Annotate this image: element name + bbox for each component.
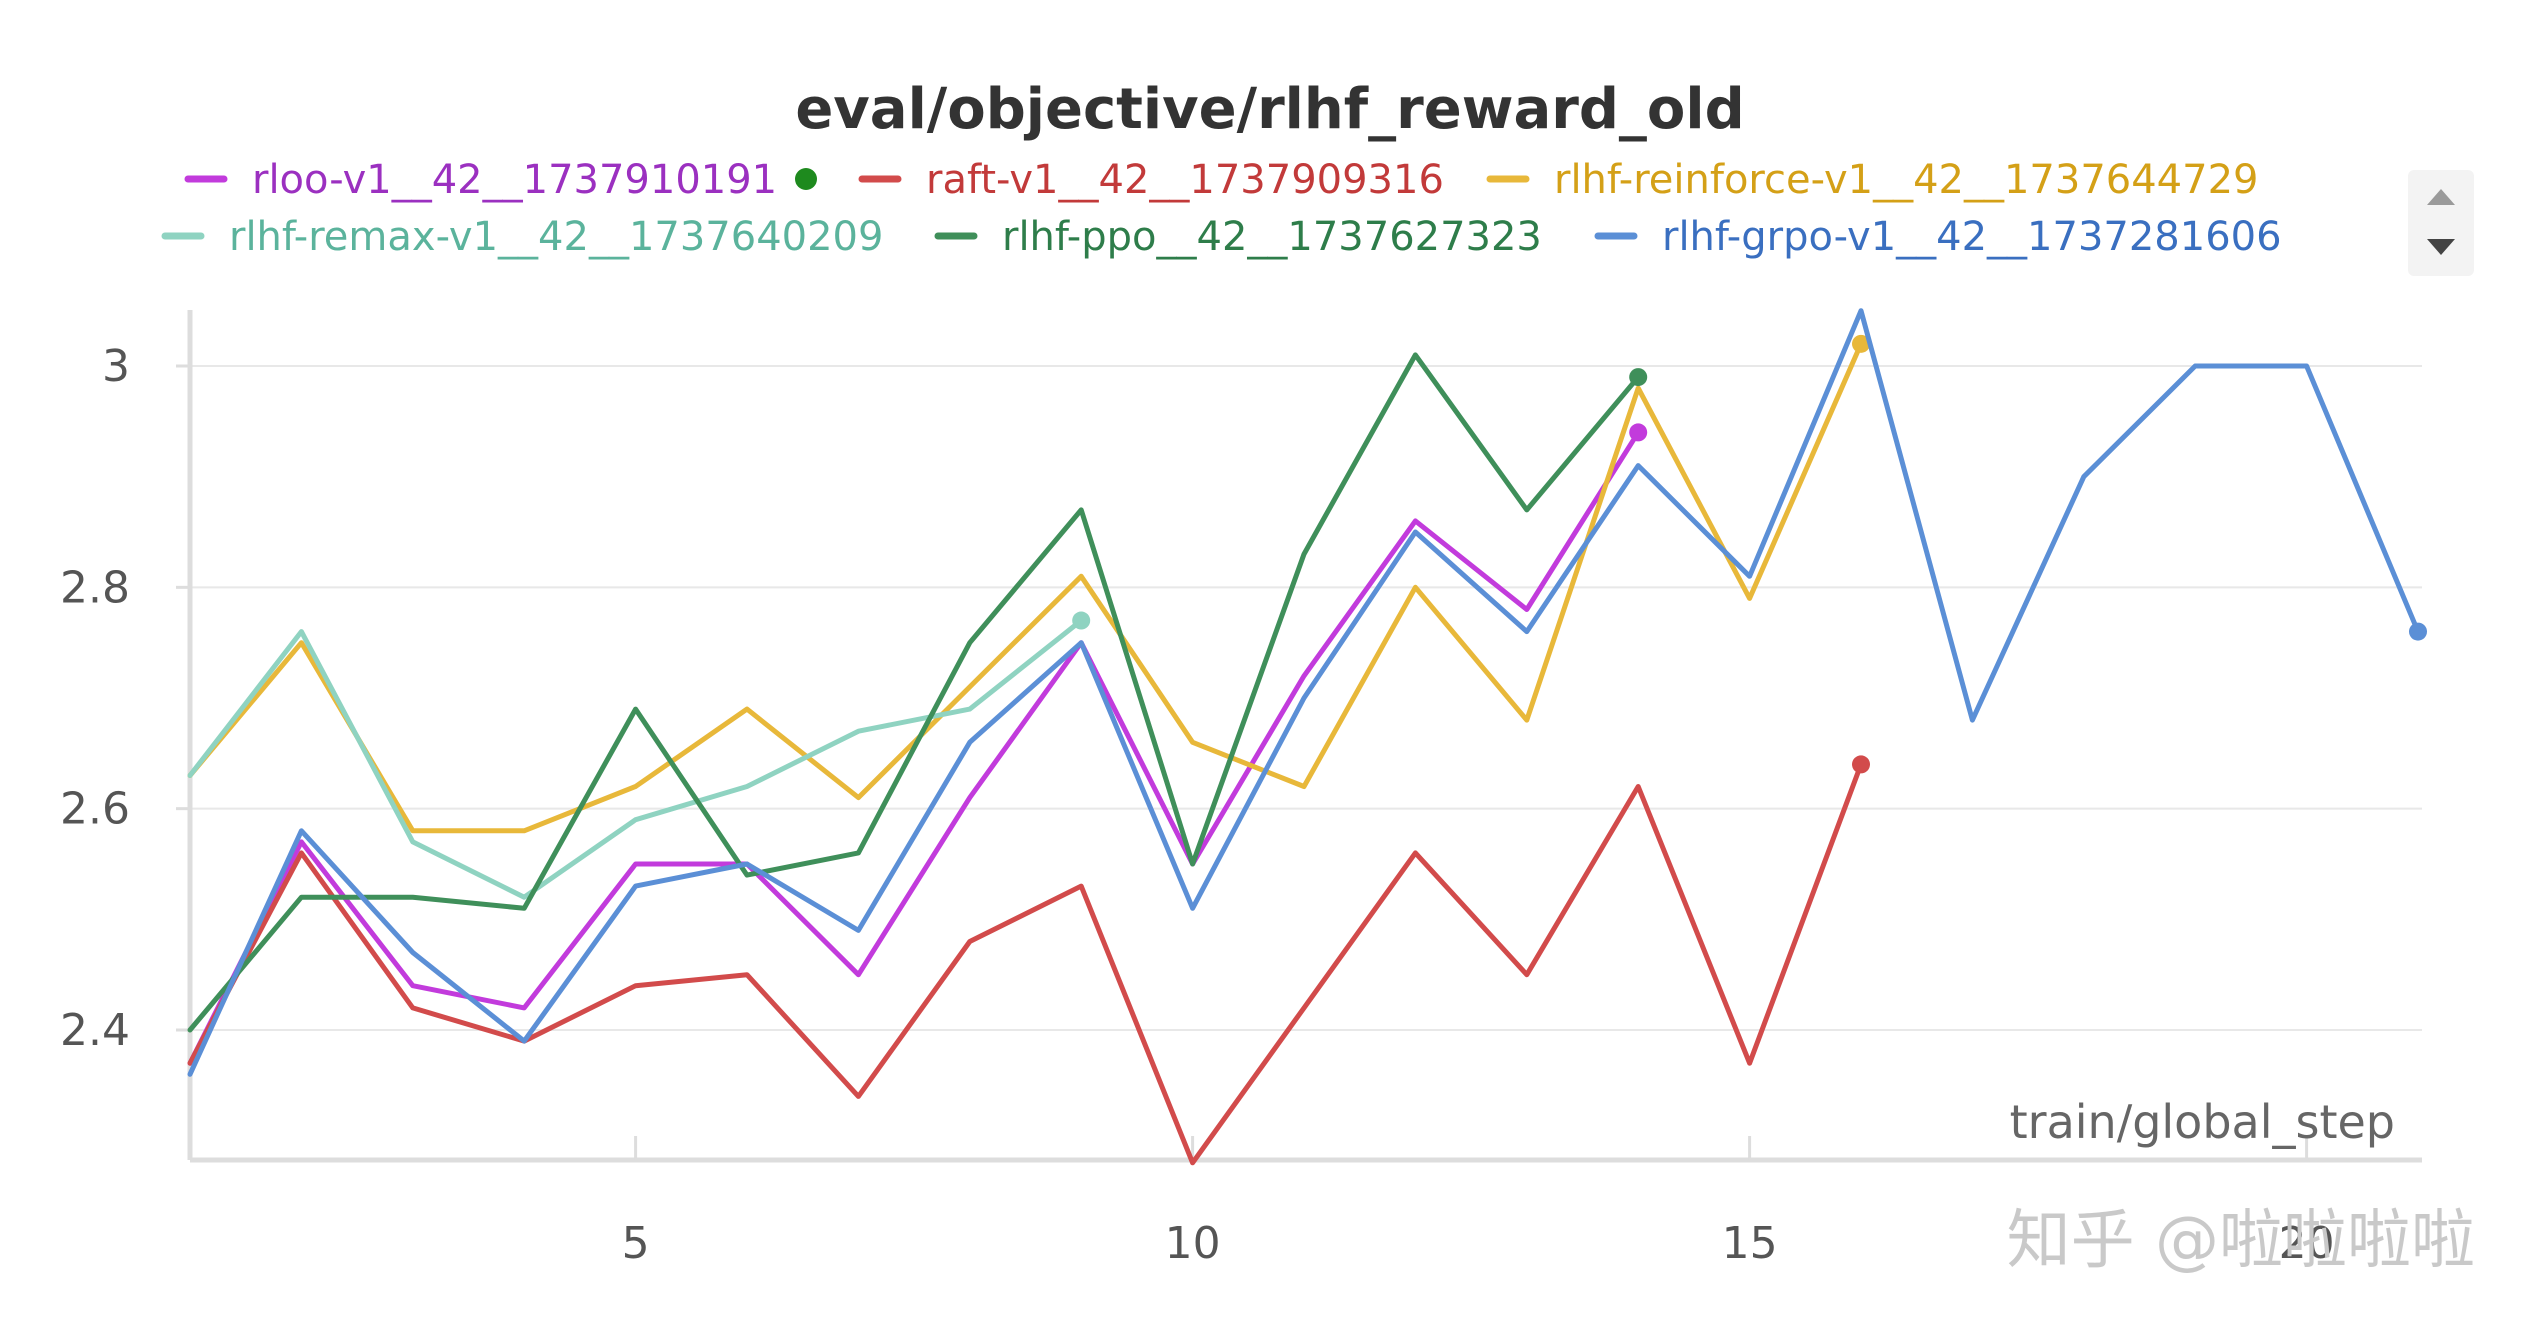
series-end-point-6 — [2409, 622, 2427, 641]
x-tick-label: 15 — [1722, 1218, 1778, 1269]
x-tick-label: 10 — [1165, 1218, 1221, 1269]
series-end-point-1 — [1629, 423, 1648, 442]
series-line-1 — [187, 429, 1641, 1066]
legend-item-4[interactable]: rlhf-remax-v1__42__1737640209 — [161, 214, 883, 260]
series-line-6 — [187, 308, 2421, 1077]
legend-item-3[interactable]: rlhf-reinforce-v1__42__1737644729 — [1486, 157, 2258, 203]
grid-lines — [190, 365, 2422, 1031]
series-line-2 — [187, 761, 1864, 1166]
y-tick-label: 2.8 — [60, 562, 130, 613]
series-end-point-5 — [1629, 368, 1648, 387]
legend-item-5[interactable]: rlhf-ppo__42__1737627323 — [934, 214, 1542, 260]
y-tick-label: 3 — [102, 341, 130, 392]
legend-label: rlhf-grpo-v1__42__1737281606 — [1662, 214, 2282, 260]
y-tick-label: 2.6 — [60, 784, 130, 835]
legend-scroll-box — [2408, 170, 2474, 276]
legend-label: raft-v1__42__1737909316 — [926, 157, 1444, 203]
series-end-point-3 — [1852, 334, 1870, 353]
series-line-3 — [187, 341, 1864, 834]
legend-scroll-control — [2408, 170, 2474, 276]
watermark: 知乎 @啦啦啦啦 — [2007, 1204, 2475, 1278]
x-tick-label: 5 — [622, 1218, 650, 1269]
series-end-point-2 — [1852, 755, 1870, 774]
legend-item-6[interactable]: rlhf-grpo-v1__42__1737281606 — [1594, 214, 2282, 260]
chart-title: eval/objective/rlhf_reward_old — [795, 77, 1744, 142]
series-line-5 — [187, 352, 1641, 1033]
x-tick-label: 20 — [2279, 1218, 2335, 1269]
legend-item-1[interactable]: rloo-v1__42__1737910191 — [184, 157, 817, 203]
legend-label: rlhf-ppo__42__1737627323 — [1002, 214, 1542, 260]
series-layer — [187, 308, 2427, 1166]
legend-scroll-down-icon[interactable] — [2427, 239, 2455, 255]
legend-status-dot — [795, 168, 817, 190]
legend: rloo-v1__42__1737910191 raft-v1__42__1737… — [161, 157, 2282, 260]
legend-label: rlhf-reinforce-v1__42__1737644729 — [1554, 157, 2258, 203]
legend-scroll-up-icon[interactable] — [2427, 189, 2455, 205]
y-tick-label: 2.4 — [60, 1005, 130, 1056]
legend-label: rloo-v1__42__1737910191 — [252, 157, 777, 203]
x-axis-ticks: 5 10 15 20 — [622, 1136, 2335, 1269]
series-end-point-4 — [1072, 611, 1091, 630]
y-axis-ticks: 2.4 2.6 2.8 3 — [60, 341, 190, 1056]
legend-item-2[interactable]: raft-v1__42__1737909316 — [858, 157, 1444, 203]
x-axis-label: train/global_step — [2010, 1095, 2395, 1149]
axes — [187, 310, 2422, 1163]
legend-label: rlhf-remax-v1__42__1737640209 — [229, 214, 883, 260]
